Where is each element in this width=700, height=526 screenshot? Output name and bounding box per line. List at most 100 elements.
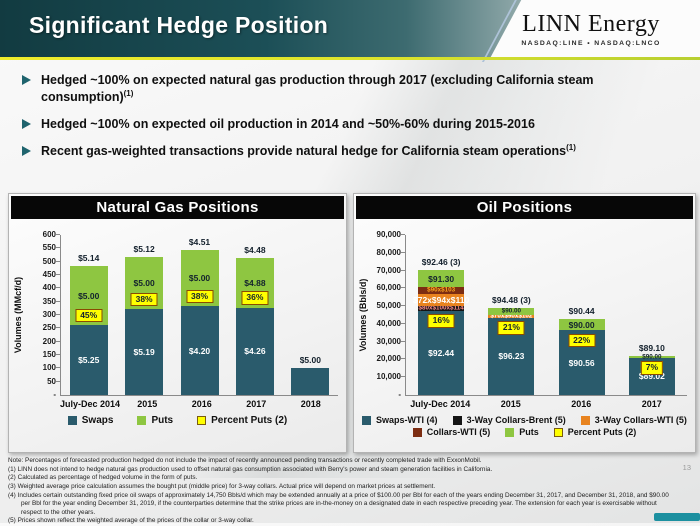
axis-tick-mark xyxy=(401,287,405,289)
bar: $89.02 $90.00 7% $89.10 xyxy=(628,343,675,395)
axis-tick-mark xyxy=(401,358,405,360)
axis-tick-mark xyxy=(401,322,405,324)
bar-segment xyxy=(291,368,330,395)
axis-tick: - xyxy=(398,390,401,399)
legend-label: Percent Puts (2) xyxy=(211,415,288,426)
chart-legend: Swaps-WTI (4) 3-Way Collars-Brent (5) 3-Wa… xyxy=(354,415,695,437)
percent-label: 22% xyxy=(568,333,596,348)
category-label: 2015 xyxy=(500,399,521,409)
axis-tick-mark xyxy=(401,251,405,253)
axis-tick: 450 xyxy=(42,270,56,279)
segment-label: $5.00 xyxy=(188,273,211,284)
chart-area: Volumes (Bbls/d) 90,000 80,000 70,000 60,00… xyxy=(354,221,695,409)
bullet-text: Recent gas-weighted transactions provide… xyxy=(41,143,576,160)
axis-tick-mark xyxy=(56,327,60,329)
chart-area: Volumes (MMcf/d) 600 550 500 450 400 350 300 25… xyxy=(9,221,346,409)
legend-swatch xyxy=(553,427,563,437)
category-label: 2016 xyxy=(191,399,212,409)
axis-tick: 100 xyxy=(42,363,56,373)
plot-area: $92.44 $80x$100x$114 $72x$94x$110 $90x$103 $… xyxy=(401,234,687,396)
bar-top-label: $5.14 xyxy=(78,253,100,264)
segment-label: $92.44 xyxy=(428,347,455,358)
bar: $96.23 $70x$90x$102 $90.00 21% $94.48 (3) xyxy=(488,295,535,395)
y-axis-ticks: 90,000 80,000 70,000 60,000 50,000 40,000 30,0… xyxy=(369,230,405,399)
axis-tick-mark xyxy=(401,376,405,378)
category-label: July-Dec 2014 xyxy=(60,399,121,409)
category-label: 2017 xyxy=(641,399,662,409)
axis-tick: 300 xyxy=(42,310,56,319)
segment-label: $89.02 xyxy=(638,371,665,382)
bullet-footnote-ref: (1) xyxy=(123,88,134,98)
bullet-list: Hedged ~100% on expected natural gas pro… xyxy=(0,60,700,160)
plot-column: $92.44 $80x$100x$114 $72x$94x$110 $90x$103 $… xyxy=(401,234,687,409)
y-axis-label-text: Volumes (MMcf/d) xyxy=(12,276,23,354)
page-title: Significant Hedge Position xyxy=(29,12,329,38)
bar-top-label: $4.51 xyxy=(188,237,211,248)
segment-label: $4.20 xyxy=(188,345,211,356)
segment-label: $96.23 xyxy=(498,351,525,362)
page-number: 13 xyxy=(682,463,691,472)
bar-slot: $5.00 xyxy=(283,235,338,395)
bar-slot: $89.02 $90.00 7% $89.10 xyxy=(617,235,687,395)
legend-swatch xyxy=(197,416,207,425)
bar-segment: $89.02 xyxy=(628,357,675,395)
bullet-text-body: Hedged ~100% on expected natural gas pro… xyxy=(41,73,594,105)
bullet-item: Recent gas-weighted transactions provide… xyxy=(22,143,674,160)
segment-label: $90.00 xyxy=(642,353,662,361)
category-label: 2016 xyxy=(571,399,592,409)
legend-label: Percent Puts (2) xyxy=(567,427,637,437)
legend-row: Swaps-WTI (4) 3-Way Collars-Brent (5) 3-Wa… xyxy=(354,415,695,425)
bar-slot: $96.23 $70x$90x$102 $90.00 21% $94.48 (3) xyxy=(476,235,546,395)
y-axis-ticks: 600 550 500 450 400 350 300 250 200 150 100 50 - xyxy=(24,230,60,399)
y-axis-label: Volumes (Bbls/d) xyxy=(356,235,369,395)
bullet-text-body: Hedged ~100% on expected oil production … xyxy=(41,117,535,132)
legend-item: 3-Way Collars-WTI (5) xyxy=(580,415,687,425)
segment-label: $72x$94x$110 xyxy=(412,294,470,305)
segment-label: $90.00 xyxy=(568,319,595,330)
bar-segment: $90x$103 xyxy=(418,286,465,294)
bullet-footnote-ref: (1) xyxy=(566,142,576,152)
segment-label: $4.26 xyxy=(244,346,266,357)
axis-tick-mark xyxy=(401,340,405,342)
oil-chart-panel: Oil Positions Volumes (Bbls/d) 90,000 80,… xyxy=(353,193,696,453)
axis-tick-mark xyxy=(56,287,60,289)
axis-tick-mark xyxy=(56,314,60,315)
bar-segment: $72x$94x$110 xyxy=(413,293,469,306)
brand-logo: LINN Energy xyxy=(522,10,660,37)
axis-tick-mark xyxy=(56,380,60,382)
legend-item: Swaps xyxy=(67,415,113,426)
bar-segment: $90.00 xyxy=(628,353,675,361)
bar-top-label: $92.46 (3) xyxy=(421,257,461,268)
footnote-line: (2) Calculated as percentage of hedged v… xyxy=(8,474,198,482)
brand-logo-area: LINN Energy NASDAQ:LINE • NASDAQ:LNCO xyxy=(490,0,700,57)
segment-label: $5.25 xyxy=(78,355,100,366)
axis-tick: 50 xyxy=(47,376,56,386)
segment-label: $70x$90x$102 xyxy=(490,312,533,320)
axis-tick-mark xyxy=(401,305,405,307)
bar-top-label: $5.00 xyxy=(299,355,321,366)
plot-area: $5.25 $5.00 45% $5.14 $5.19 $5.00 38% $5.12 $4.2… xyxy=(56,234,338,396)
slide-header: Significant Hedge Position LINN Energy N… xyxy=(0,0,700,62)
axis-tick: 400 xyxy=(42,283,56,293)
category-label: 2017 xyxy=(246,399,267,409)
legend-label: Puts xyxy=(519,427,539,437)
axis-tick: 90,000 xyxy=(376,230,401,239)
category-label: 2015 xyxy=(137,399,158,409)
percent-label: 7% xyxy=(640,361,664,375)
footnotes: Note: Percentages of forecasted producti… xyxy=(8,457,670,526)
bar: $5.19 $5.00 38% $5.12 xyxy=(125,244,164,395)
axis-tick-mark xyxy=(56,247,60,249)
axis-tick: 60,000 xyxy=(376,283,401,293)
axis-tick-mark xyxy=(401,234,405,235)
bullet-text-body: Recent gas-weighted transactions provide… xyxy=(41,144,567,159)
bar: $5.25 $5.00 45% $5.14 xyxy=(69,253,108,395)
x-axis-categories: July-Dec 2014 2015 2016 2017 2018 xyxy=(60,396,338,409)
axis-tick: 350 xyxy=(42,296,56,306)
axis-tick: 500 xyxy=(42,256,56,266)
chart-legend: Swaps Puts Percent Puts (2) xyxy=(9,415,346,426)
segment-label: $90x$103 xyxy=(427,286,456,294)
axis-tick: 50,000 xyxy=(376,301,401,311)
bullet-arrow-icon xyxy=(22,118,31,129)
legend-row: Collars-WTI (5) Puts Percent Puts (2) xyxy=(354,427,695,437)
bullet-text: Hedged ~100% on expected oil production … xyxy=(41,116,535,133)
